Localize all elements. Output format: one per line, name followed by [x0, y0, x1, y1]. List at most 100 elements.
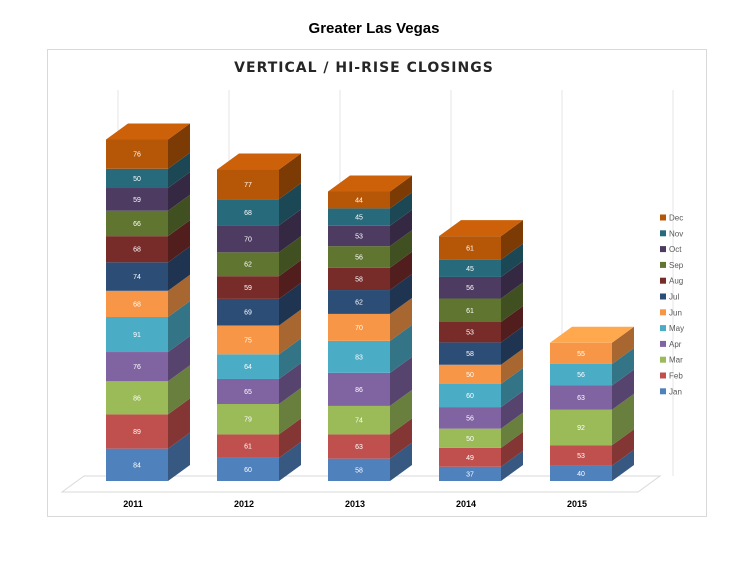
bar-front — [550, 409, 612, 446]
bar-side — [279, 260, 301, 299]
bar-front — [106, 262, 168, 291]
chart-floor — [60, 475, 662, 493]
bar-side — [390, 274, 412, 314]
bar-front — [106, 316, 168, 353]
bar-side — [168, 123, 190, 169]
bar-front — [217, 325, 279, 355]
data-label: 77 — [244, 182, 252, 189]
bar-top — [328, 175, 412, 192]
bar-segment: 61 — [439, 282, 523, 322]
bar-front — [328, 372, 390, 406]
bar-side — [501, 282, 523, 322]
bar-segment: 56 — [439, 260, 523, 299]
data-label: 75 — [244, 337, 252, 344]
bar-front — [439, 428, 501, 448]
bar-side — [168, 274, 190, 317]
bar-side — [168, 300, 190, 353]
bar-front — [328, 225, 390, 247]
data-label: 49 — [466, 455, 474, 462]
data-label: 56 — [466, 415, 474, 422]
bar-front — [328, 340, 390, 373]
bar-side — [390, 209, 412, 247]
category-label: 2014 — [456, 499, 476, 509]
bar-front — [439, 321, 501, 343]
bar-segment: 53 — [550, 429, 634, 466]
legend-swatch — [660, 372, 666, 379]
data-label: 69 — [244, 310, 252, 317]
bar-side — [279, 418, 301, 458]
bar-front — [106, 290, 168, 317]
bar-front — [106, 236, 168, 263]
bar-top — [439, 220, 523, 237]
bar-front — [439, 466, 501, 481]
data-label: 37 — [466, 471, 474, 478]
legend-item: Mar — [660, 356, 683, 365]
bar-segment: 77 — [217, 153, 301, 200]
legend-item: Nov — [660, 229, 683, 238]
data-label: 61 — [244, 444, 252, 451]
bar-side — [390, 442, 412, 481]
legend-label: Mar — [669, 356, 683, 365]
bar-front — [439, 236, 501, 260]
bar-front — [328, 267, 390, 291]
category-label: 2015 — [567, 499, 587, 509]
data-label: 92 — [577, 425, 585, 432]
bar-front — [439, 276, 501, 299]
bar-segment: 74 — [328, 389, 412, 435]
bar-side — [279, 362, 301, 404]
data-label: 63 — [355, 444, 363, 451]
bar-segment: 76 — [106, 123, 190, 169]
bar-front — [217, 378, 279, 404]
legend-item: May — [660, 324, 684, 333]
bar-side — [279, 209, 301, 253]
bar-segment: 74 — [106, 246, 190, 291]
bar-segment: 64 — [217, 338, 301, 379]
bar-side — [501, 450, 523, 481]
legend-swatch — [660, 214, 666, 221]
bar-side — [168, 365, 190, 415]
legend-label: Feb — [669, 372, 683, 381]
legend-swatch — [660, 309, 666, 316]
bar-side — [279, 153, 301, 200]
bar-side — [168, 246, 190, 291]
bar-front — [328, 458, 390, 481]
bar-side — [279, 183, 301, 226]
bar-side — [390, 175, 412, 209]
bar-front — [550, 465, 612, 481]
bar-side — [168, 152, 190, 189]
data-label: 50 — [466, 372, 474, 379]
bar-side — [501, 220, 523, 260]
data-label: 70 — [244, 236, 252, 243]
data-label: 91 — [133, 332, 141, 339]
bar-front — [217, 169, 279, 200]
chart-category-labels: 2011 2012 2013 2014 2015 — [123, 499, 587, 509]
data-label: 68 — [133, 301, 141, 308]
legend-label: Aug — [669, 277, 683, 286]
bar-segment: 86 — [328, 356, 412, 406]
bar-side — [168, 432, 190, 481]
bar-segment: 53 — [439, 305, 523, 343]
bar-front — [217, 404, 279, 435]
legend-swatch — [660, 388, 666, 395]
bar-side — [390, 192, 412, 226]
legend-label: Dec — [669, 214, 683, 223]
bar-segment: 66 — [106, 194, 190, 237]
data-label: 74 — [355, 418, 363, 425]
bar-front — [217, 457, 279, 481]
data-label: 53 — [355, 233, 363, 240]
bar-side — [501, 412, 523, 448]
bar-side — [168, 220, 190, 263]
bar-front — [439, 342, 501, 365]
data-label: 58 — [355, 467, 363, 474]
bar-segment: 44 — [328, 175, 412, 209]
legend-label: Oct — [669, 245, 682, 254]
bar-front — [550, 385, 612, 410]
legend-label: May — [669, 324, 684, 333]
legend-item: Jun — [660, 308, 682, 317]
bar-side — [501, 243, 523, 277]
category-label: 2013 — [345, 499, 365, 509]
bar-segment: 50 — [439, 412, 523, 448]
legend-item: Jan — [660, 387, 682, 396]
data-label: 63 — [577, 395, 585, 402]
bar-segment: 68 — [217, 183, 301, 226]
